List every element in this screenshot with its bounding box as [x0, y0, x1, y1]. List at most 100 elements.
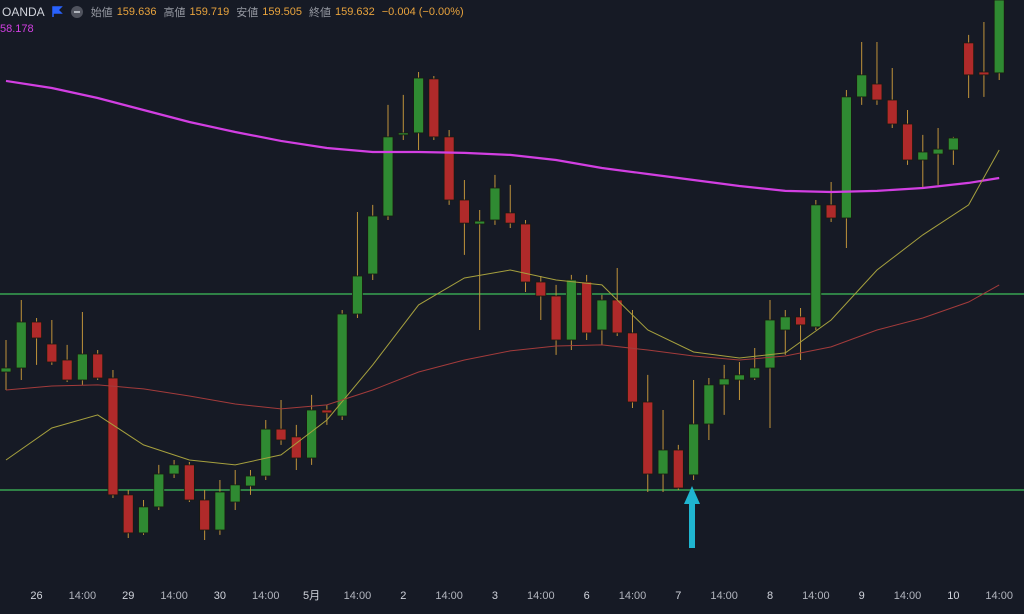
- x-tick-label: 3: [492, 590, 498, 602]
- candle-body: [413, 77, 424, 134]
- candle-body: [978, 71, 990, 76]
- x-tick-label: 29: [122, 590, 134, 602]
- candle-body: [611, 299, 623, 334]
- moving-average: [5, 79, 1000, 194]
- x-tick-label: 14:00: [710, 590, 738, 602]
- candle-body: [642, 401, 654, 475]
- candle-body: [229, 484, 241, 503]
- candle-body: [947, 137, 959, 151]
- candle-body: [596, 299, 608, 331]
- candle-body: [749, 367, 761, 379]
- candle-body: [932, 148, 944, 155]
- candle-body: [688, 423, 699, 476]
- x-tick-label: 26: [30, 590, 42, 602]
- x-tick-label: 14:00: [619, 590, 647, 602]
- low-label: 安値: [236, 7, 259, 19]
- ohlc-header: OANDA 始値 159.636 高値 159.719 安値 159.505 終値 15…: [2, 4, 467, 20]
- change-value: −0.004 (−0.00%): [381, 6, 464, 18]
- candle-body: [0, 367, 12, 373]
- x-tick-label: 5月: [303, 590, 320, 602]
- candle-body: [993, 0, 1005, 74]
- plot: [0, 0, 1024, 540]
- x-tick-label: 9: [859, 590, 865, 602]
- candle-body: [795, 316, 806, 326]
- candle-body: [46, 343, 58, 363]
- candle-body: [183, 464, 195, 501]
- candle-body: [581, 281, 593, 334]
- arrow-annotation: [684, 486, 700, 548]
- x-tick-label: 14:00: [894, 590, 922, 602]
- x-tick-label: 7: [675, 590, 681, 602]
- candle-body: [168, 464, 180, 475]
- x-tick-label: 14:00: [985, 590, 1013, 602]
- candle-body: [886, 99, 898, 125]
- candle-body: [214, 491, 226, 531]
- candle-body: [306, 409, 318, 459]
- candle-body: [92, 353, 104, 379]
- candle-body: [15, 321, 27, 369]
- close-label: 終値: [308, 7, 331, 19]
- x-tick-label: 10: [947, 590, 959, 602]
- candle-body: [810, 204, 822, 328]
- candle-body: [199, 499, 211, 531]
- candle-body: [458, 199, 470, 224]
- high-label: 高値: [163, 7, 186, 19]
- candle-body: [764, 319, 776, 369]
- candle-body: [856, 74, 868, 98]
- close-value: 159.632: [334, 6, 375, 18]
- candle-body: [565, 279, 577, 341]
- candle-body: [321, 409, 333, 414]
- candle-body: [122, 494, 134, 534]
- candle-body: [703, 384, 715, 425]
- candle-body: [627, 332, 638, 403]
- symbol: OANDA: [2, 5, 45, 19]
- x-tick-label: 14:00: [344, 590, 372, 602]
- candle-body: [841, 96, 852, 219]
- x-tick-label: 6: [584, 590, 590, 602]
- candle-body: [31, 321, 42, 339]
- x-tick-label: 30: [214, 590, 226, 602]
- candle-body: [871, 83, 883, 101]
- moving-average: [5, 284, 1000, 410]
- candle-body: [275, 428, 287, 441]
- candle-body: [657, 449, 669, 475]
- open-label: 始値: [90, 7, 113, 19]
- collapse-icon[interactable]: [70, 5, 84, 19]
- low-value: 159.505: [262, 6, 302, 18]
- candle-body: [520, 223, 531, 283]
- candle-body: [77, 353, 88, 381]
- candle-body: [902, 123, 913, 161]
- candle-body: [245, 475, 256, 487]
- open-value: 159.636: [116, 6, 157, 18]
- candle-body: [535, 281, 547, 297]
- x-tick-label: 14:00: [252, 590, 280, 602]
- candle-body: [107, 377, 119, 496]
- candle-body: [550, 295, 562, 341]
- candle-body: [336, 313, 348, 417]
- x-tick-label: 8: [767, 590, 773, 602]
- x-tick-label: 14:00: [69, 590, 97, 602]
- candle-body: [260, 428, 272, 477]
- candle-body: [489, 187, 501, 221]
- candle-body: [779, 316, 791, 331]
- candle-body: [963, 42, 975, 76]
- x-tick-label: 14:00: [802, 590, 830, 602]
- flag-icon: [51, 6, 63, 17]
- candle-body: [672, 449, 684, 489]
- x-tick-label: 2: [400, 590, 406, 602]
- candle-body: [504, 212, 516, 224]
- ma-value: 58.178: [0, 23, 34, 35]
- candle-body: [153, 473, 165, 508]
- candle-body: [428, 78, 440, 138]
- x-tick-label: 14:00: [527, 590, 555, 602]
- candle-body: [474, 220, 486, 225]
- candle-body: [382, 136, 394, 217]
- candle-body: [352, 275, 363, 315]
- candle-body: [367, 215, 379, 275]
- candle-body: [443, 136, 455, 201]
- x-tick-label: 14:00: [435, 590, 463, 602]
- candle-body: [917, 151, 929, 161]
- moving-average: [5, 149, 1000, 466]
